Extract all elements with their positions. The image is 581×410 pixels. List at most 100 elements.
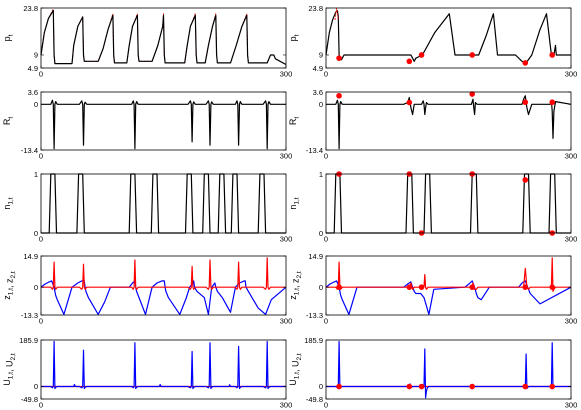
plot-frame xyxy=(325,7,572,69)
y-tick-label: 0 xyxy=(34,382,38,391)
series-line-main xyxy=(326,173,571,234)
y-tick-label: 1 xyxy=(34,170,38,179)
y-tick-label: -13.4 xyxy=(21,146,38,155)
x-tick-label: 0 xyxy=(324,152,328,161)
event-marker xyxy=(522,60,529,66)
event-marker xyxy=(522,383,529,390)
y-tick-label: 9 xyxy=(319,51,323,60)
series-line-u2 xyxy=(326,340,571,399)
y-tick-label: 14.9 xyxy=(23,252,38,261)
x-tick-label: 300 xyxy=(565,152,578,161)
x-tick-label: 300 xyxy=(280,401,293,410)
y-tick-label: 3.6 xyxy=(28,88,38,97)
y-tick-label: 4.9 xyxy=(313,64,323,73)
plot-frame xyxy=(40,255,287,316)
series-line-z2 xyxy=(325,280,572,315)
event-marker xyxy=(522,99,529,106)
series-line-main xyxy=(41,173,286,234)
x-tick-label: 0 xyxy=(324,401,328,410)
x-tick-label: 300 xyxy=(565,317,578,326)
event-marker xyxy=(549,284,556,290)
x-tick-label: 300 xyxy=(565,401,578,410)
x-tick-label: 300 xyxy=(280,152,293,161)
y-tick-label: 0 xyxy=(34,283,38,292)
event-marker xyxy=(469,383,475,390)
series-line-z2 xyxy=(40,280,287,315)
series-line-z1 xyxy=(41,257,286,290)
y-axis-label: n1,t xyxy=(2,197,15,209)
event-marker xyxy=(549,99,556,106)
y-tick-label: 4.9 xyxy=(28,64,38,73)
x-tick-label: 0 xyxy=(39,317,43,326)
x-tick-label: 0 xyxy=(39,152,43,161)
plot-frame xyxy=(325,91,572,151)
plot-frame xyxy=(40,91,287,151)
chart-panel-right-3: 1 00 300 n1,t xyxy=(288,170,577,244)
y-tick-label: 0 xyxy=(319,382,323,391)
x-tick-label: 0 xyxy=(39,235,43,244)
plot-frame xyxy=(325,255,572,316)
y-axis-label: U1,t, U2,t xyxy=(288,353,303,386)
chart-panel-left-1: 23.8 9 4.90 300 pt xyxy=(2,4,292,79)
x-tick-label: 0 xyxy=(324,235,328,244)
x-tick-label: 300 xyxy=(565,235,578,244)
series-line-u2 xyxy=(41,340,286,390)
x-tick-label: 300 xyxy=(280,235,293,244)
event-marker xyxy=(522,177,529,183)
plot-frame xyxy=(325,339,572,400)
y-axis-label: U1,t, U2,t xyxy=(2,353,17,386)
y-axis-label: Rt xyxy=(288,117,301,126)
x-tick-label: 0 xyxy=(324,70,328,79)
y-tick-label: -13.3 xyxy=(306,311,323,320)
event-marker xyxy=(549,52,556,58)
x-tick-label: 300 xyxy=(280,70,293,79)
y-tick-label: 9 xyxy=(34,51,38,60)
event-marker xyxy=(336,383,342,390)
series-line-main xyxy=(326,95,572,150)
y-tick-label: 3.6 xyxy=(313,88,323,97)
x-tick-label: 0 xyxy=(39,401,43,410)
y-tick-label: -49.8 xyxy=(21,395,38,404)
x-tick-label: 0 xyxy=(39,70,43,79)
y-axis-label: z1,t, z2,t xyxy=(288,271,303,300)
y-tick-label: 185.9 xyxy=(304,336,323,345)
chart-panel-left-3: 1 00 300 n1,t xyxy=(2,170,292,244)
x-tick-label: 0 xyxy=(324,317,328,326)
event-marker xyxy=(406,99,413,106)
y-tick-label: 185.9 xyxy=(19,336,38,345)
series-line-main xyxy=(40,9,287,66)
y-axis-label: Rt xyxy=(2,117,15,126)
y-axis-label: z1,t, z2,t xyxy=(2,271,17,300)
x-tick-label: 300 xyxy=(280,317,293,326)
y-tick-label: 0 xyxy=(319,283,323,292)
event-marker xyxy=(418,284,425,290)
plot-frame xyxy=(40,7,287,69)
y-axis-label: pt xyxy=(2,34,15,41)
plot-frame xyxy=(40,173,287,234)
series-line-main xyxy=(325,9,571,64)
plot-frame xyxy=(40,339,287,400)
event-marker xyxy=(469,284,475,290)
event-marker xyxy=(336,284,342,290)
y-tick-label: 0 xyxy=(34,100,38,109)
plot-frame xyxy=(325,173,572,234)
y-axis-label: pt xyxy=(288,34,301,41)
event-marker xyxy=(469,91,475,97)
event-marker xyxy=(406,383,413,390)
y-tick-label: 0 xyxy=(34,229,38,238)
chart-panel-right-1: 23.8 9 4.90 300 pt xyxy=(288,4,577,79)
event-marker xyxy=(406,58,413,65)
y-tick-label: -49.8 xyxy=(306,395,323,404)
y-tick-label: -13.3 xyxy=(21,311,38,320)
y-tick-label: -13.4 xyxy=(306,146,323,155)
x-tick-label: 300 xyxy=(565,70,578,79)
y-tick-label: 1 xyxy=(319,170,323,179)
y-tick-label: 23.8 xyxy=(308,4,323,13)
y-tick-label: 14.9 xyxy=(308,252,323,261)
event-marker xyxy=(336,55,342,61)
event-marker xyxy=(469,52,475,58)
series-line-main xyxy=(41,99,286,150)
